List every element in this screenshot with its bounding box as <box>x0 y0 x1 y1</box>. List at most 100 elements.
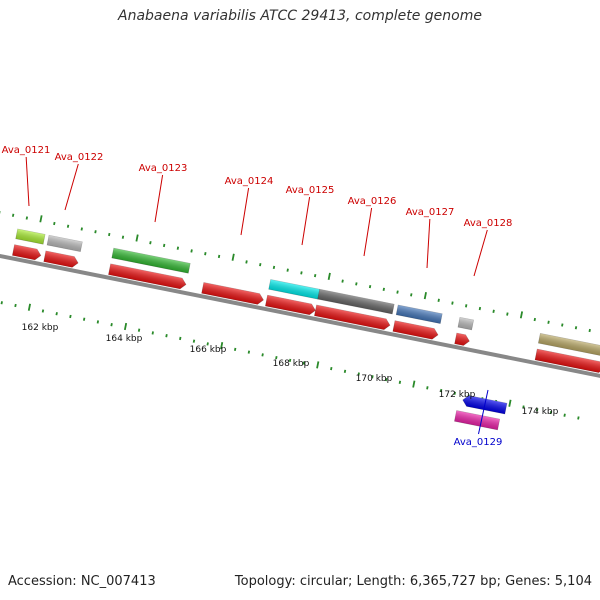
tick-mark <box>439 388 443 393</box>
cds-arrow-shade <box>392 320 439 340</box>
tick-mark <box>80 227 83 231</box>
tick-row-upper <box>0 210 591 333</box>
tick-label: 162 kbp <box>22 323 59 333</box>
cds-arrow-shade <box>535 349 600 373</box>
tick-mark <box>69 314 72 319</box>
cog-feature-box-shade <box>396 304 443 324</box>
tick-mark <box>245 260 248 264</box>
tick-mark <box>82 317 86 321</box>
tick-mark <box>588 328 591 333</box>
tick-mark <box>231 253 235 261</box>
tick-mark <box>204 252 207 256</box>
tick-mark <box>25 216 29 220</box>
gene-label: Ava_0129 <box>454 437 503 448</box>
tick-mark <box>137 328 141 332</box>
label-leader-line <box>240 187 250 236</box>
tick-mark <box>561 323 564 327</box>
tick-mark <box>313 273 317 278</box>
tick-mark <box>357 372 360 376</box>
tick-mark <box>11 213 15 217</box>
accession-text: Accession: NC_007413 <box>8 574 156 589</box>
tick-mark <box>519 311 524 319</box>
tick-mark <box>410 293 413 297</box>
label-leaders <box>25 156 489 435</box>
tick-mark <box>96 320 100 324</box>
tick-mark <box>478 306 482 311</box>
cog-feature-box-shade <box>111 248 191 274</box>
tick-mark <box>522 405 525 409</box>
label-leader-line <box>478 389 489 435</box>
tick-mark <box>343 369 347 373</box>
cds-arrow-shade <box>454 332 470 346</box>
tick-mark <box>412 380 416 388</box>
tick-mark <box>247 350 251 354</box>
feature-track <box>12 228 600 431</box>
tick-mark <box>327 272 331 281</box>
cog-feature-box-shade <box>15 228 46 245</box>
cog-feature-box-shade <box>317 289 395 314</box>
tick-mark <box>121 235 125 239</box>
tick-mark <box>465 304 468 308</box>
tick-mark <box>55 312 58 316</box>
cog-feature-box-shade <box>47 235 83 252</box>
label-leader-line <box>301 196 311 246</box>
gene-labels: Ava_0121 Ava_0122 Ava_0123 Ava_0124 Ava_0125… <box>2 145 513 448</box>
cds-arrow-shade <box>201 282 264 305</box>
cds-arrow-shade <box>265 295 316 315</box>
tick-mark <box>533 317 536 322</box>
label-leader-line <box>363 207 373 257</box>
cds-arrow-shade <box>108 263 187 289</box>
tick-mark <box>233 347 237 352</box>
tick-label: 166 kbp <box>190 345 227 355</box>
tick-mark <box>423 292 427 300</box>
tick-mark <box>165 334 168 338</box>
cog-feature-box-shade <box>457 317 474 330</box>
tick-mark <box>341 279 344 283</box>
cog-feature-box-shade <box>268 279 320 300</box>
tick-mark <box>302 361 305 365</box>
cds-arrow-shade <box>12 244 41 260</box>
tick-mark <box>192 339 196 343</box>
tick-mark <box>272 265 276 270</box>
tick-mark <box>577 416 580 420</box>
tick-mark <box>0 301 3 305</box>
tick-mark <box>547 320 550 324</box>
tick-mark <box>94 230 97 234</box>
tick-row-lower <box>0 301 580 420</box>
tick-mark <box>396 290 399 294</box>
cog-feature-box-shade <box>538 333 600 357</box>
gene-label: Ava_0126 <box>348 196 397 207</box>
gene-label: Ava_0127 <box>406 207 455 218</box>
tick-mark <box>190 249 193 253</box>
tick-mark <box>149 241 152 245</box>
tick-mark <box>220 342 224 350</box>
tick-label: 168 kbp <box>273 359 310 369</box>
genome-summary-text: Topology: circular; Length: 6,365,727 bp… <box>234 574 592 589</box>
tick-label: 174 kbp <box>522 407 559 417</box>
tick-mark <box>426 386 429 390</box>
tick-mark <box>330 366 333 371</box>
cog-feature-box-shade <box>454 410 500 430</box>
tick-mark <box>437 298 440 302</box>
tick-mark <box>66 224 70 228</box>
tick-mark <box>41 309 45 313</box>
tick-mark <box>316 361 320 369</box>
tick-label: 170 kbp <box>356 374 393 384</box>
tick-mark <box>14 303 17 308</box>
tick-mark <box>275 355 278 360</box>
tick-mark <box>261 353 264 357</box>
label-leader-line <box>426 218 431 269</box>
tick-mark <box>39 215 43 223</box>
tick-mark <box>300 271 303 275</box>
gene-label: Ava_0121 <box>2 145 51 156</box>
genome-backbone <box>0 250 600 384</box>
tick-mark <box>286 268 289 272</box>
tick-mark <box>288 358 292 363</box>
tick-mark <box>53 221 56 226</box>
tick-mark <box>574 326 578 330</box>
label-leader-line <box>64 163 79 211</box>
tick-mark <box>151 331 154 335</box>
gene-label: Ava_0128 <box>464 218 513 229</box>
gene-label: Ava_0123 <box>139 163 188 174</box>
